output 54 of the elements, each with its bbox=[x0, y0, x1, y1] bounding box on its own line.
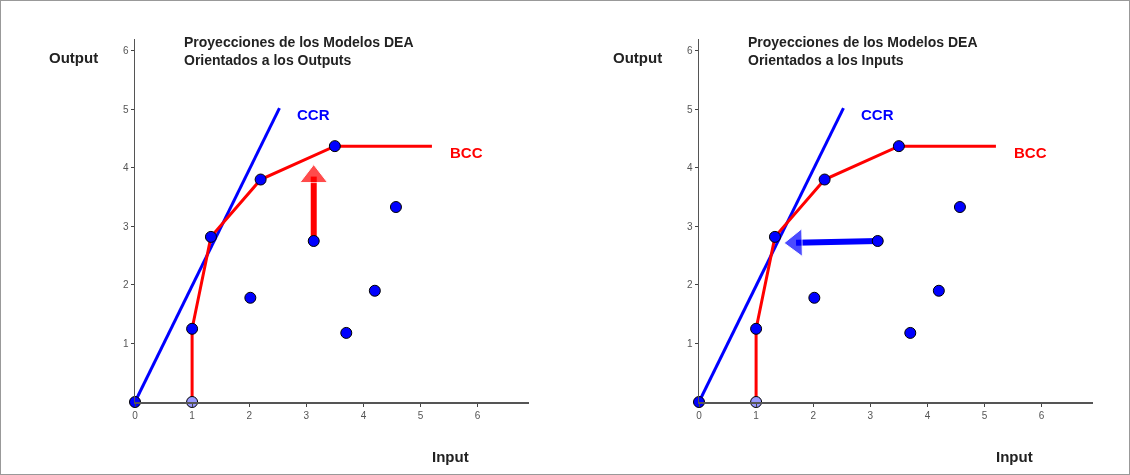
x-tick-label: 6 bbox=[474, 409, 481, 421]
x-tick-label: 0 bbox=[696, 409, 703, 421]
y-axis-title: Output bbox=[613, 49, 663, 66]
y-tick-label: 5 bbox=[122, 103, 129, 115]
point bbox=[818, 173, 831, 186]
y-tick-label: 6 bbox=[686, 45, 693, 57]
x-tick-label: 5 bbox=[981, 409, 988, 421]
point bbox=[254, 173, 267, 186]
x-tick-label: 5 bbox=[417, 409, 424, 421]
y-tick-label: 4 bbox=[686, 162, 693, 174]
y-tick-label: 4 bbox=[122, 162, 129, 174]
series-label: CCR bbox=[297, 106, 330, 123]
x-tick-label: 4 bbox=[924, 409, 931, 421]
chart-title: Proyecciones de los Modelos DEA Orientados a los Inputs bbox=[748, 34, 978, 69]
point bbox=[186, 322, 199, 335]
point bbox=[932, 284, 945, 297]
y-tick-label: 1 bbox=[686, 337, 693, 349]
x-tick-label: 0 bbox=[132, 409, 139, 421]
point bbox=[307, 234, 320, 247]
x-tick-label: 6 bbox=[1038, 409, 1045, 421]
y-tick-label: 3 bbox=[122, 220, 129, 232]
x-tick-label: 3 bbox=[303, 409, 310, 421]
y-tick-label: 6 bbox=[122, 45, 129, 57]
point bbox=[368, 284, 381, 297]
point bbox=[768, 230, 781, 243]
x-tick-label: 2 bbox=[246, 409, 253, 421]
point bbox=[389, 201, 402, 214]
point bbox=[904, 326, 917, 339]
point bbox=[808, 291, 821, 304]
point bbox=[750, 322, 763, 335]
x-tick-label: 1 bbox=[189, 409, 196, 421]
x-axis-title: Input bbox=[996, 448, 1033, 465]
x-tick-label: 4 bbox=[360, 409, 367, 421]
point bbox=[328, 140, 341, 153]
y-tick-label: 2 bbox=[122, 279, 129, 291]
point bbox=[340, 326, 353, 339]
series-label: BCC bbox=[1014, 144, 1047, 161]
y-tick-label: 2 bbox=[686, 279, 693, 291]
x-tick-label: 1 bbox=[753, 409, 760, 421]
chart-title: Proyecciones de los Modelos DEA Orientados a los Outputs bbox=[184, 34, 414, 69]
y-axis-title: Output bbox=[49, 49, 99, 66]
point bbox=[244, 291, 257, 304]
x-tick-label: 3 bbox=[867, 409, 874, 421]
series-label: CCR bbox=[861, 106, 894, 123]
y-tick-label: 5 bbox=[686, 103, 693, 115]
point bbox=[953, 201, 966, 214]
point bbox=[892, 140, 905, 153]
point bbox=[204, 230, 217, 243]
x-tick-label: 2 bbox=[810, 409, 817, 421]
y-tick-label: 3 bbox=[686, 220, 693, 232]
y-tick-label: 1 bbox=[122, 337, 129, 349]
x-axis-title: Input bbox=[432, 448, 469, 465]
series-label: BCC bbox=[450, 144, 483, 161]
point bbox=[871, 234, 884, 247]
